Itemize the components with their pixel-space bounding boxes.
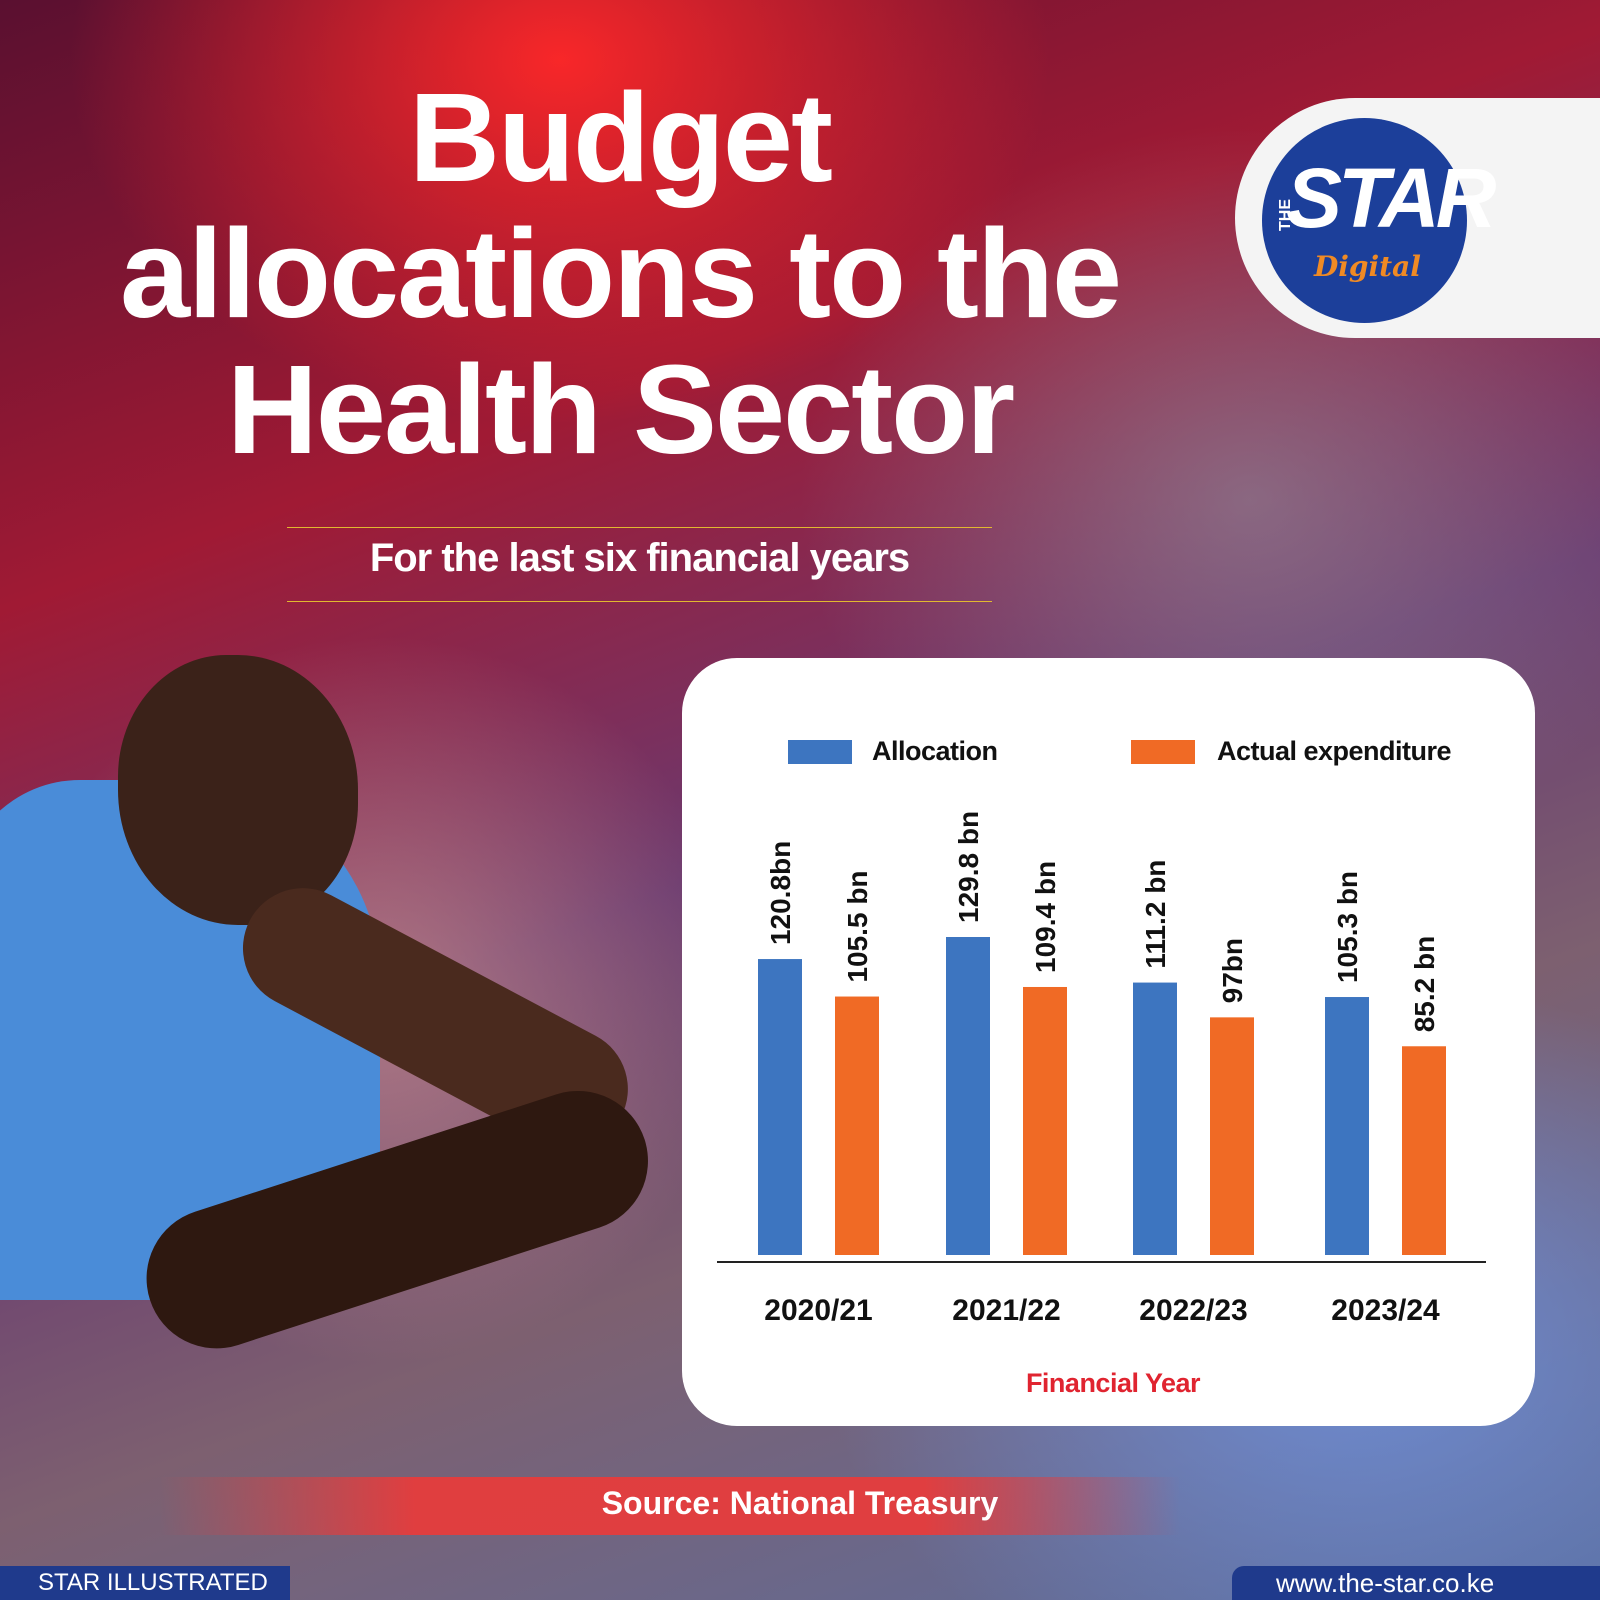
subtitle-rule-top	[287, 527, 992, 528]
legend-swatch-1	[788, 740, 852, 764]
x-tick-label-3: 2022/23	[1139, 1294, 1247, 1327]
website-link[interactable]: www.the-star.co.ke	[1232, 1566, 1600, 1600]
star-icon: ★	[1300, 184, 1315, 201]
x-tick-label-2: 2021/22	[952, 1294, 1060, 1327]
data-label-allocation-2: 129.8 bn	[953, 811, 984, 923]
logo-digital-text: Digital	[1314, 250, 1421, 283]
legend-label-1: Allocation	[872, 736, 998, 766]
x-axis-title: Financial Year	[1026, 1368, 1201, 1398]
bar-allocation-3	[1133, 982, 1177, 1255]
chart-card: Allocation Actual expenditure 120.8bn 105.5…	[682, 658, 1535, 1426]
data-label-allocation-4: 105.3 bn	[1332, 871, 1363, 983]
x-tick-label-4: 2023/24	[1331, 1294, 1440, 1327]
data-label-allocation-3: 111.2 bn	[1140, 860, 1171, 969]
x-tick-label-1: 2020/21	[764, 1294, 872, 1327]
star-digital-logo: THE ★ STAR Digital	[1262, 118, 1496, 323]
bar-expenditure-4	[1402, 1046, 1446, 1255]
source-note: Source: National Treasury	[601, 1485, 999, 1521]
data-label-expenditure-3: 97bn	[1217, 938, 1248, 1003]
subtitle: For the last six financial years	[369, 536, 910, 580]
logo-star-text: STAR	[1286, 151, 1496, 245]
bar-allocation-2	[946, 937, 990, 1255]
bar-allocation-4	[1325, 997, 1369, 1255]
subtitle-rule-bottom	[287, 601, 992, 602]
data-label-allocation-1: 120.8bn	[765, 841, 796, 945]
bar-expenditure-3	[1210, 1017, 1254, 1255]
bar-expenditure-2	[1023, 986, 1067, 1255]
title-line-2: allocations to the	[119, 203, 1122, 344]
legend-label-2: Actual expenditure	[1217, 736, 1452, 766]
data-label-expenditure-2: 109.4 bn	[1030, 861, 1061, 973]
health-worker-head	[118, 655, 358, 925]
bar-allocation-1	[758, 959, 802, 1255]
legend-swatch-2	[1131, 740, 1195, 764]
title-line-3: Health Sector	[226, 339, 1015, 480]
data-label-expenditure-1: 105.5 bn	[842, 870, 873, 982]
title-line-1: Budget	[409, 67, 833, 208]
source-band	[160, 1477, 1180, 1535]
bar-chart: Allocation Actual expenditure 120.8bn 105.5…	[717, 736, 1486, 1398]
credit-left: STAR ILLUSTRATED	[0, 1566, 290, 1600]
data-label-expenditure-4: 85.2 bn	[1409, 936, 1440, 1032]
bar-expenditure-1	[835, 996, 879, 1255]
page-title: Budget allocations to the Health Sector	[40, 70, 1200, 478]
